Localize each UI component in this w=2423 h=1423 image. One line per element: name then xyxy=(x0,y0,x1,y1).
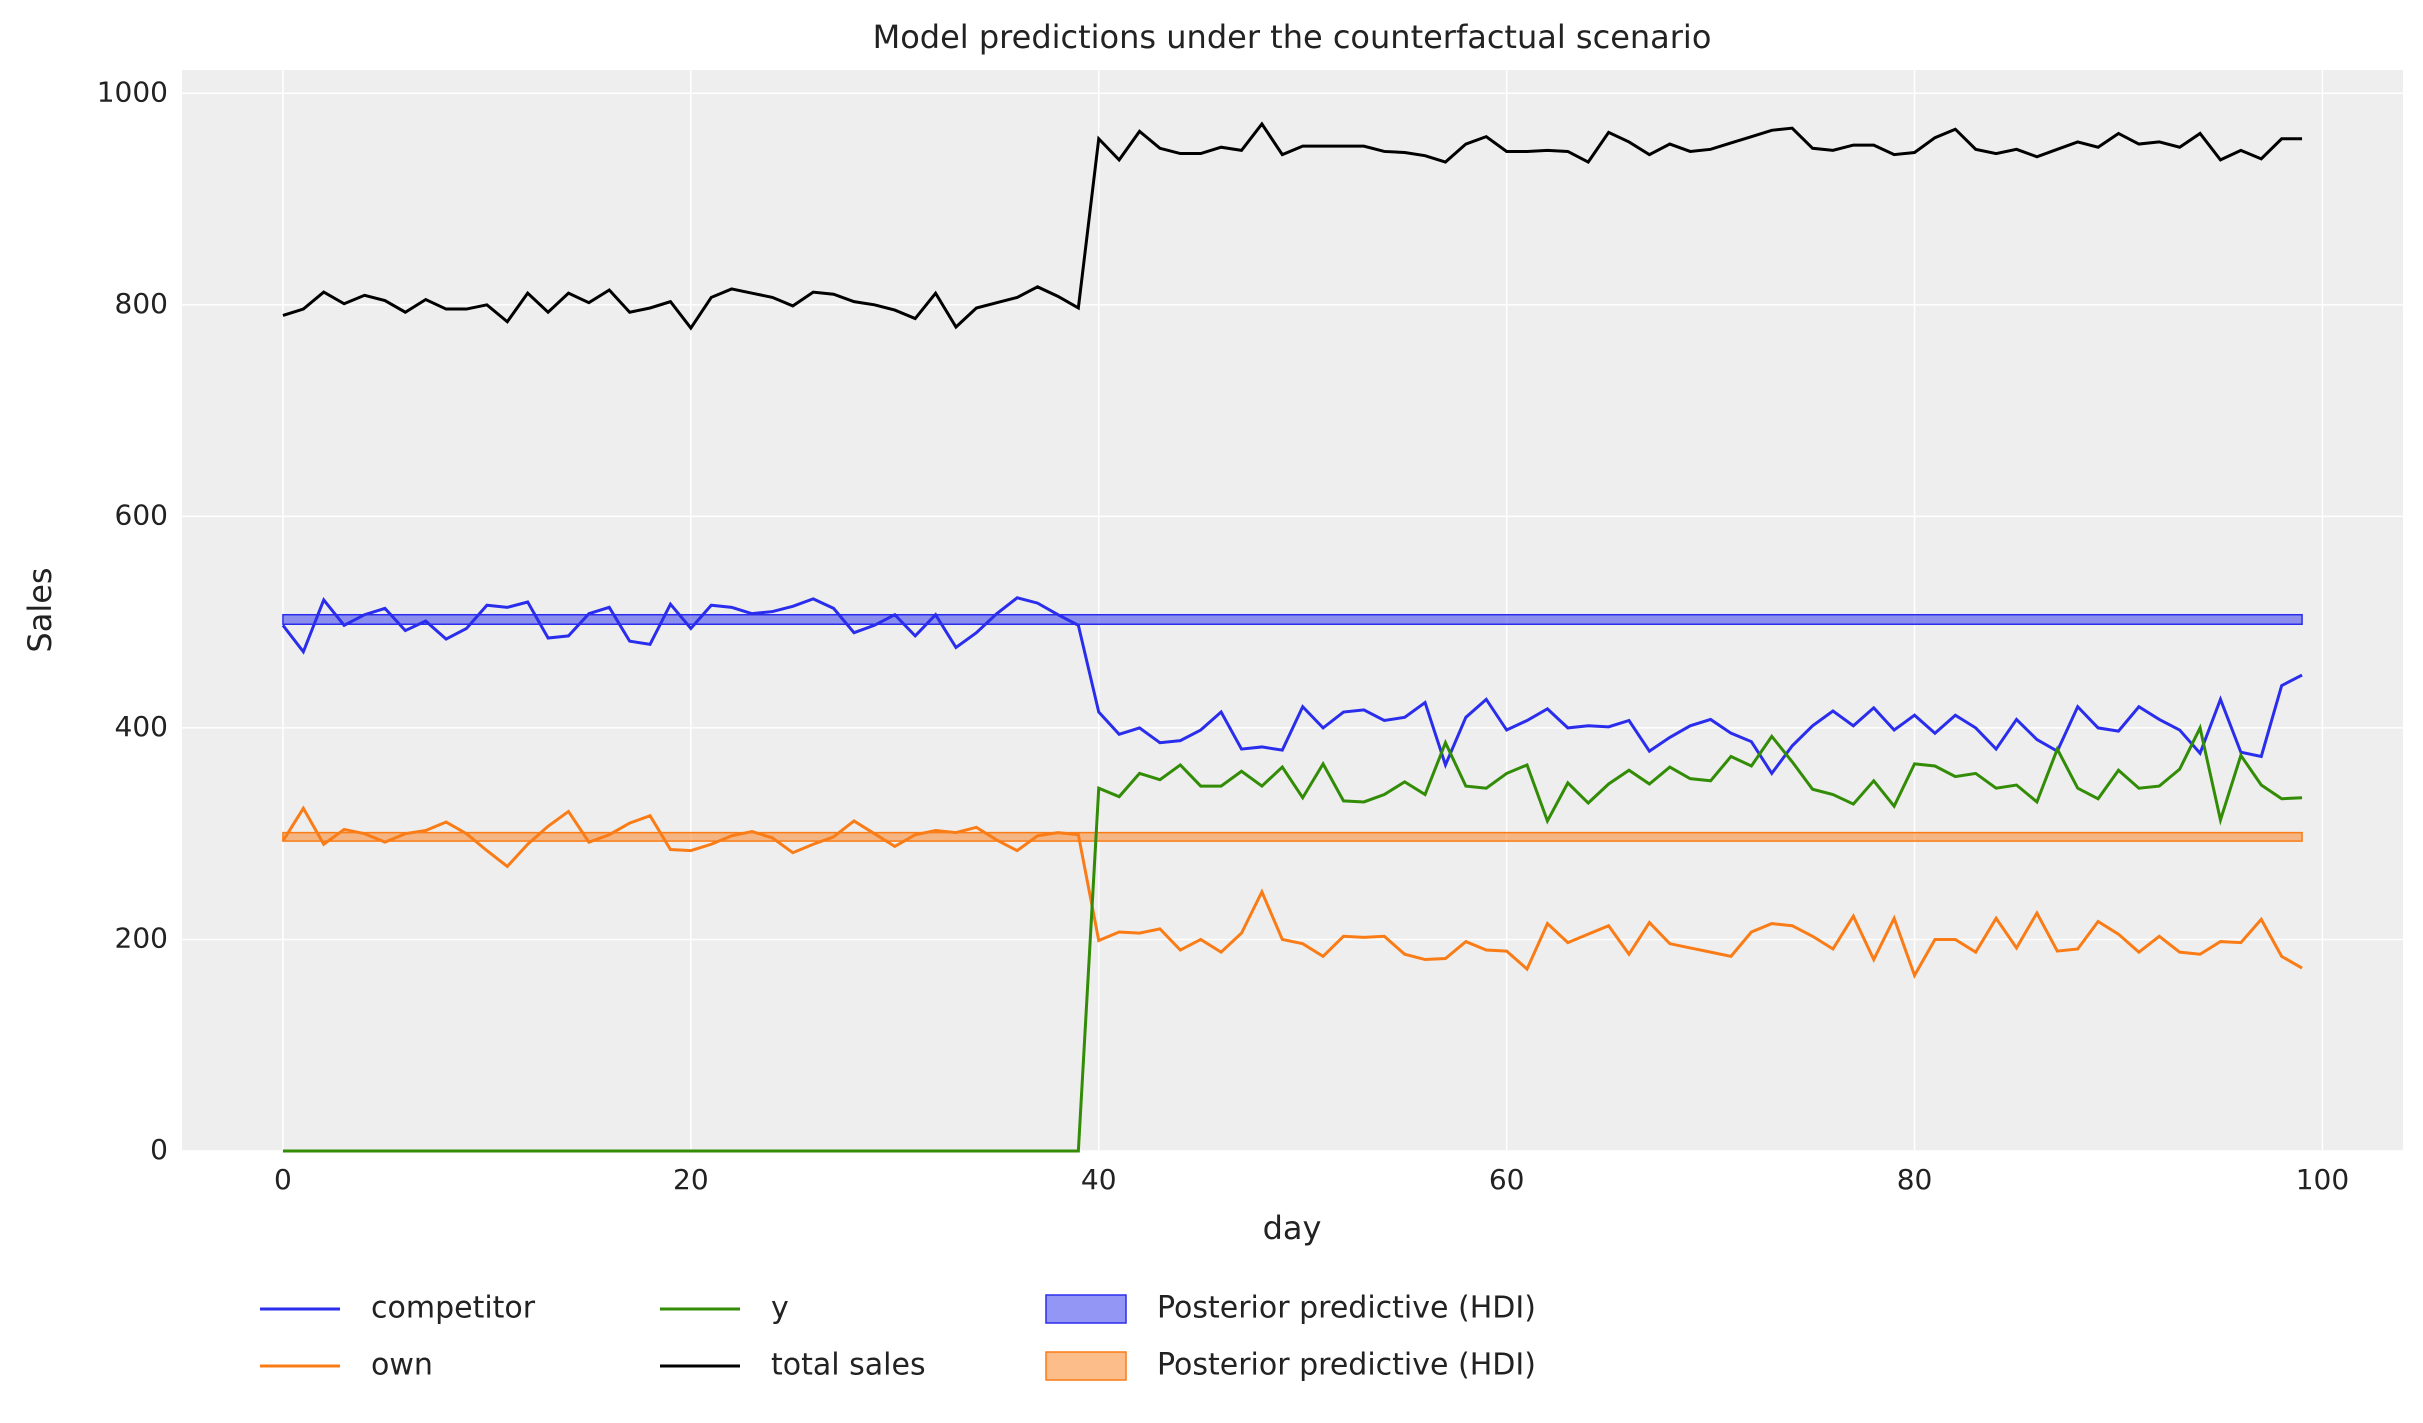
marks xyxy=(281,121,2303,1153)
series-line xyxy=(282,723,2303,1153)
legend: competitor own y total sales Posterior predi… xyxy=(260,1291,1536,1383)
grid: 0 200 400 600 800 1000 0 20 40 60 80 100 xyxy=(97,70,2403,1196)
legend-label: total sales xyxy=(771,1348,926,1383)
legend-swatch xyxy=(1045,1294,1127,1324)
hdi-band xyxy=(282,613,2303,626)
y-tick-label: 600 xyxy=(115,498,168,531)
x-tick-label: 100 xyxy=(2296,1163,2349,1196)
legend-label: own xyxy=(371,1348,433,1383)
hdi-band xyxy=(282,831,2303,842)
y-axis-label: Sales xyxy=(21,567,59,652)
y-tick-label: 1000 xyxy=(97,75,168,108)
y-tick-label: 0 xyxy=(150,1133,168,1166)
plot-area xyxy=(182,70,2403,1151)
legend-swatch xyxy=(1045,1351,1127,1381)
x-tick-label: 60 xyxy=(1489,1163,1525,1196)
legend-label: competitor xyxy=(371,1291,536,1326)
chart-title: Model predictions under the counterfactu… xyxy=(873,18,1712,56)
series-line xyxy=(281,805,2303,980)
y-tick-label: 400 xyxy=(115,710,168,743)
series-line xyxy=(281,596,2303,777)
x-tick-label: 40 xyxy=(1081,1163,1117,1196)
y-tick-label: 200 xyxy=(115,921,168,954)
x-axis-label: day xyxy=(1263,1209,1322,1247)
series-line xyxy=(282,121,2303,331)
x-tick-label: 80 xyxy=(1897,1163,1933,1196)
x-tick-label: 20 xyxy=(673,1163,709,1196)
legend-label: Posterior predictive (HDI) xyxy=(1157,1291,1536,1326)
legend-label: y xyxy=(771,1291,789,1326)
legend-label: Posterior predictive (HDI) xyxy=(1157,1348,1536,1383)
y-tick-label: 800 xyxy=(115,287,168,320)
x-tick-label: 0 xyxy=(274,1163,292,1196)
